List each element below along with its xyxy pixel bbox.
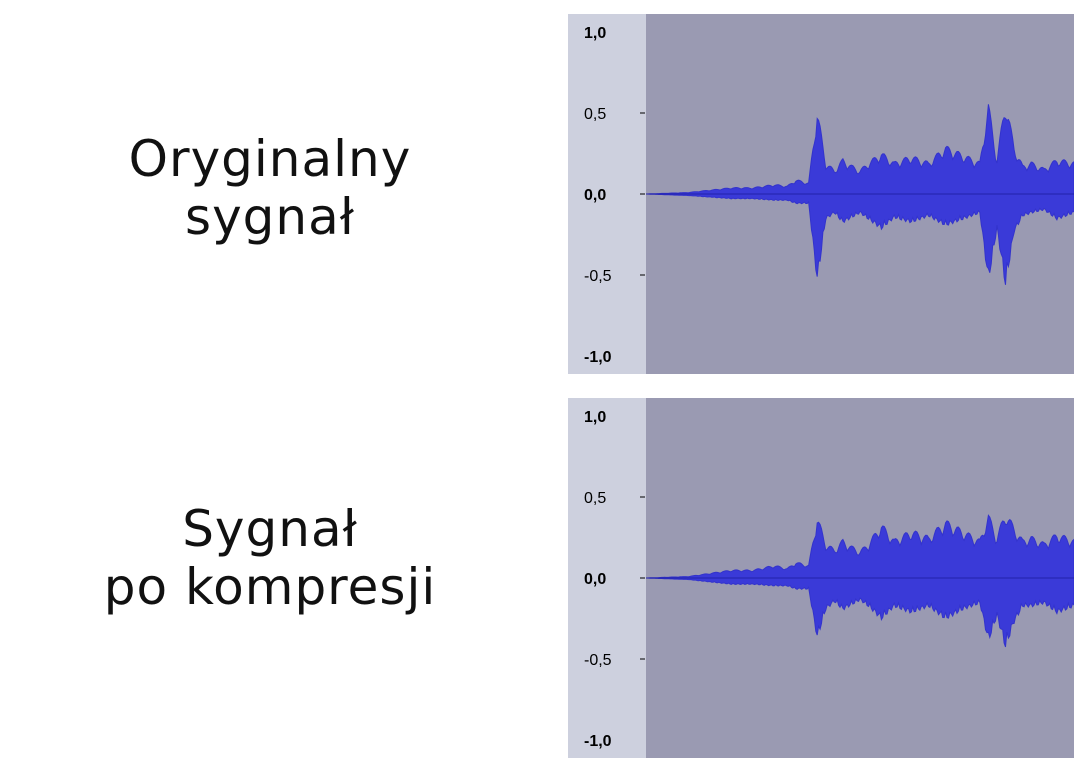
compressed-signal-label-line1: Sygnał — [182, 500, 358, 558]
compressed-y-tick-label: 0,0 — [584, 571, 606, 588]
compressed-y-tick-label: 0,5 — [584, 490, 606, 507]
original-signal-label-line1: Oryginalny — [128, 130, 412, 188]
compressed-y-tick-label: -0,5 — [584, 652, 612, 669]
original-y-tick-label: 1,0 — [584, 25, 606, 42]
original-ruler — [568, 14, 646, 374]
compressed-y-tick-label: 1,0 — [584, 409, 606, 426]
compressed-waveform-series — [646, 514, 1074, 648]
original-y-tick-label: -0,5 — [584, 268, 612, 285]
original-signal-label: Oryginalny sygnał — [40, 130, 500, 246]
original-y-tick-label: 0,0 — [584, 187, 606, 204]
compressed-ruler — [568, 398, 646, 758]
compressed-signal-label: Sygnał po kompresji — [40, 500, 500, 616]
compressed-signal-label-line2: po kompresji — [103, 558, 437, 616]
original-waveform-series — [646, 104, 1074, 285]
compressed-track: 1,0 0,5 0,0 -0,5 -1,0 — [568, 398, 1074, 758]
compressed-y-tick-label: -1,0 — [584, 733, 612, 750]
original-track: 1,0 0,5 0,0 -0,5 -1,0 — [568, 14, 1074, 374]
original-y-tick-label: 0,5 — [584, 106, 606, 123]
original-y-tick-label: -1,0 — [584, 349, 612, 366]
original-signal-label-line2: sygnał — [185, 188, 355, 246]
